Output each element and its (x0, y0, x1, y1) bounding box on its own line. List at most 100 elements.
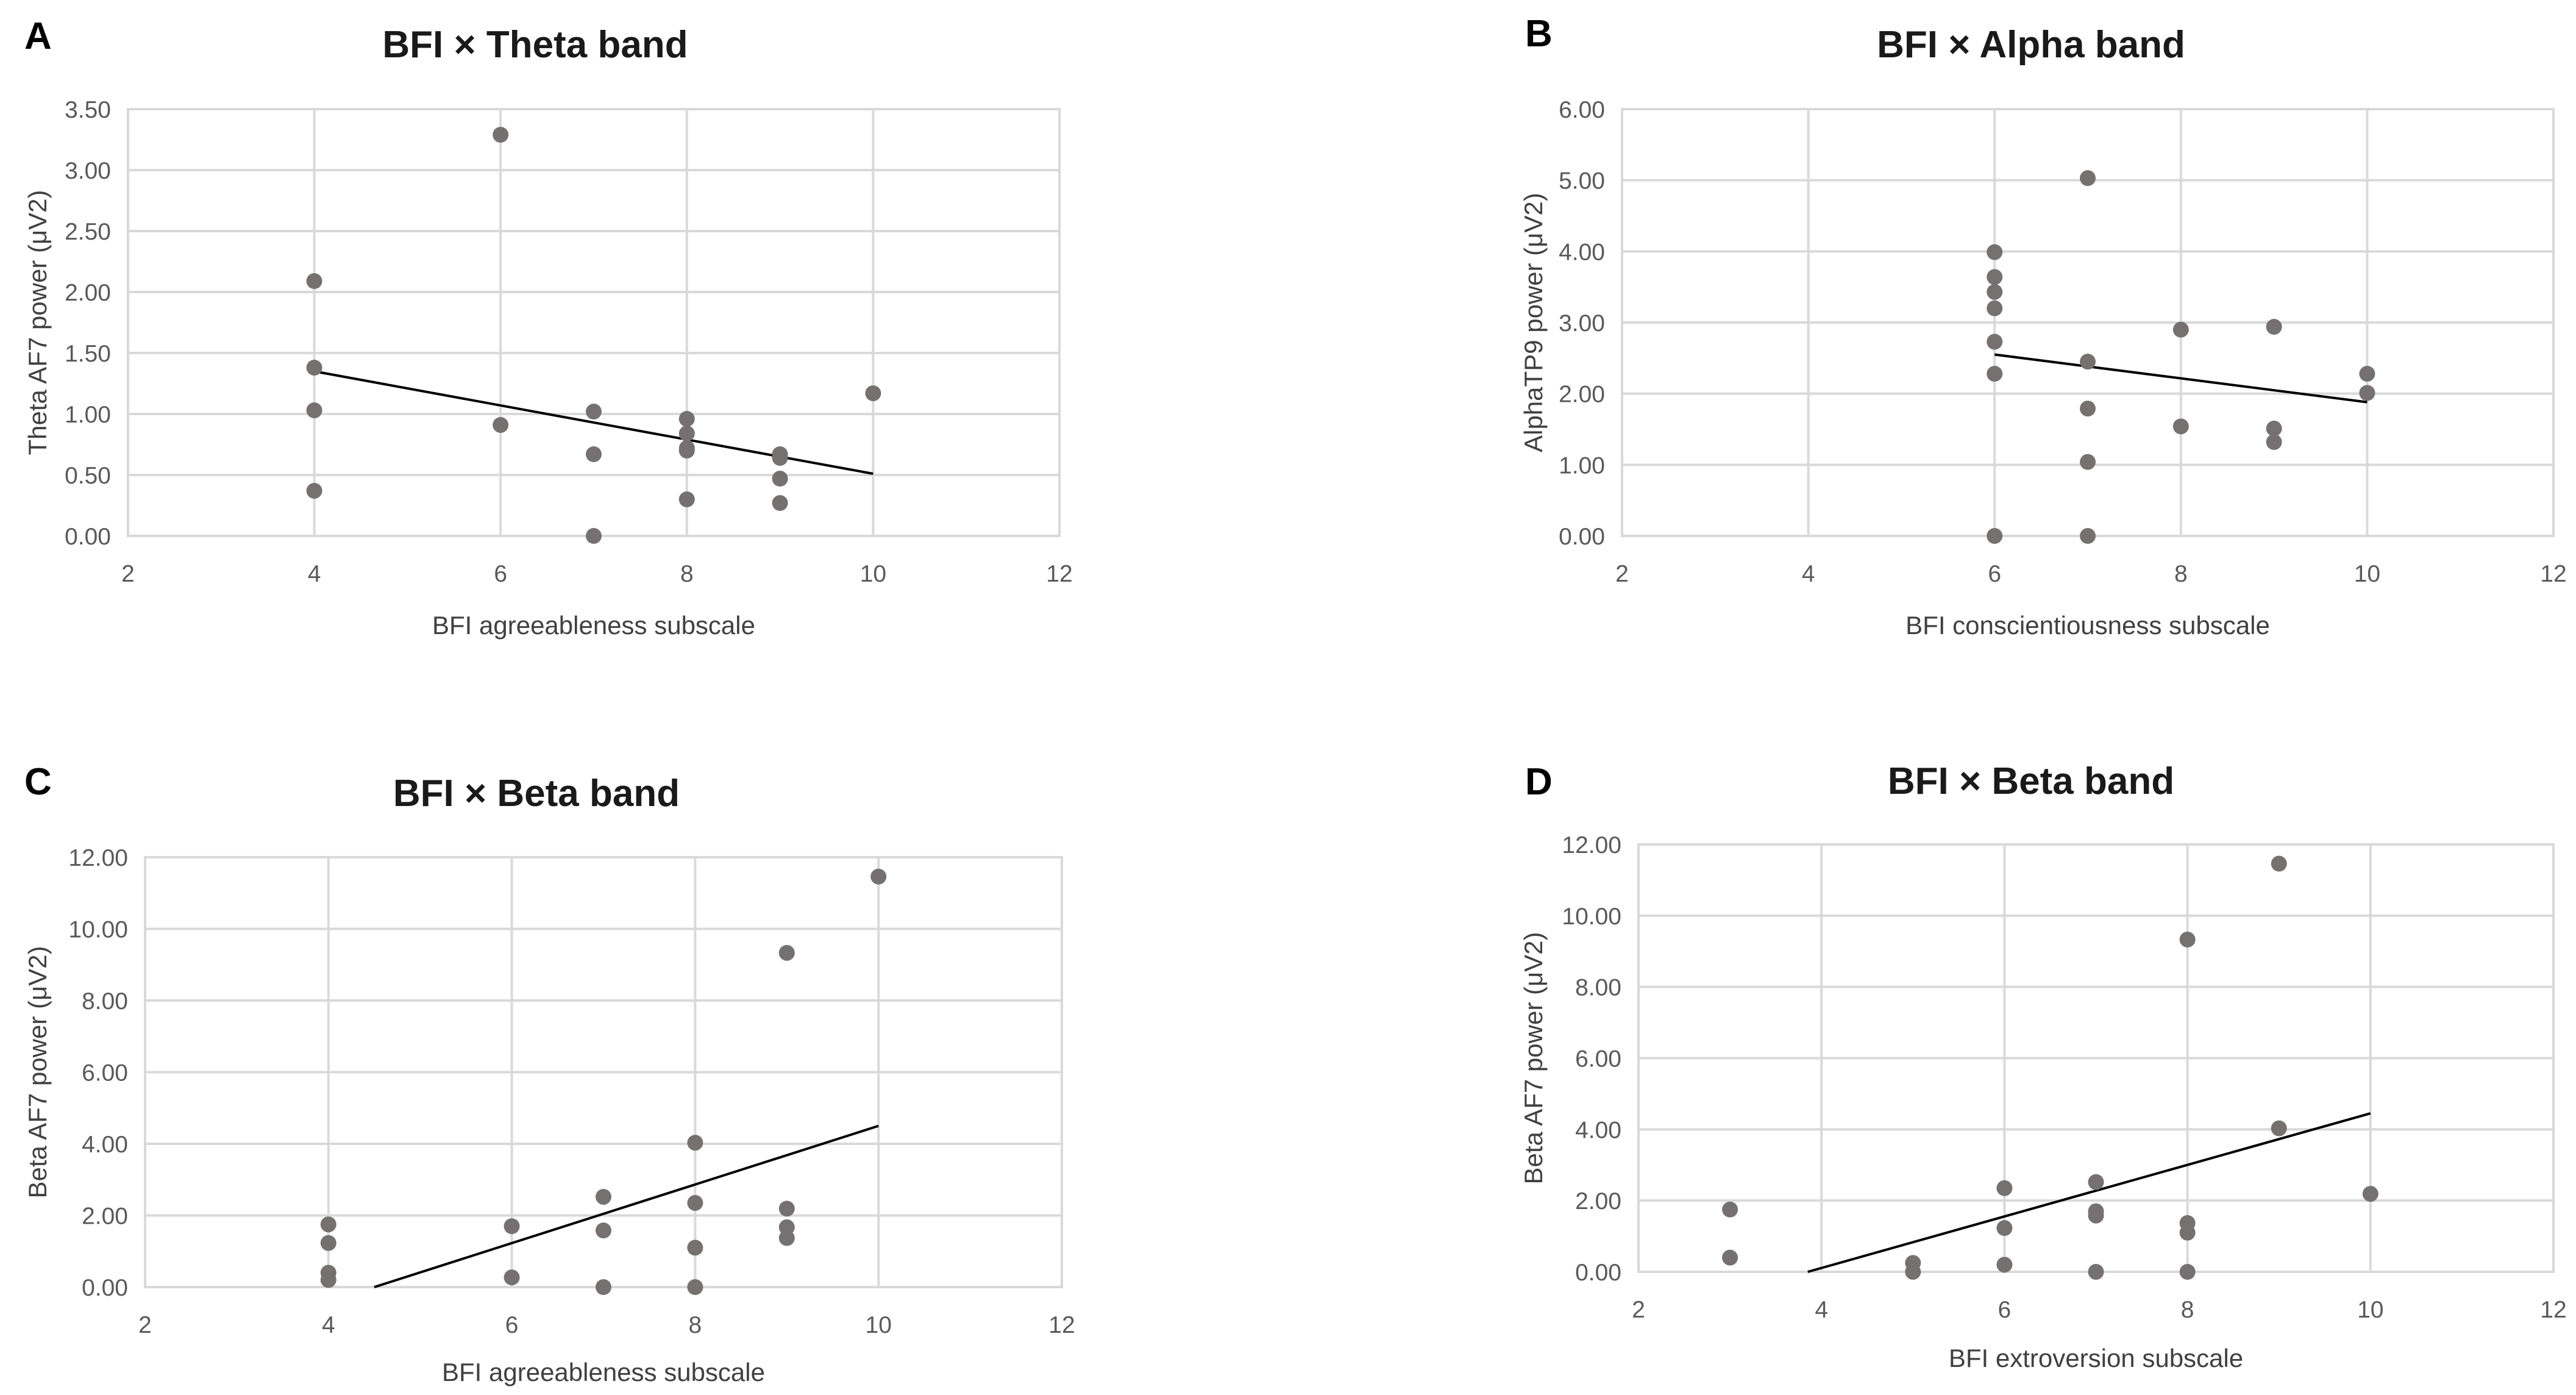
panel-a-data-point (678, 411, 695, 427)
panel-d: D BFI × Beta band 0.00 2.00 4.00 6.00 8.00 10.0… (1519, 760, 2567, 1372)
panel-b-data-point (2080, 454, 2096, 470)
panel-d-y-tick-label: 10.00 (1562, 904, 1621, 930)
panel-a-x-tick-label: 12 (1046, 561, 1072, 587)
panel-c-x-tick-label: 2 (138, 1312, 152, 1338)
panel-b-data-point (2080, 170, 2096, 187)
panel-c-data-point (596, 1222, 611, 1239)
panel-b-y-tick-label: 1.00 (1559, 452, 1605, 479)
panel-b-x-tick-label: 4 (1802, 561, 1815, 587)
panel-a-letter: A (24, 15, 52, 57)
panel-b-data-point (2080, 528, 2096, 544)
panel-b-data-point (1987, 528, 2003, 544)
panel-b-data-point (1987, 300, 2003, 316)
panel-b-y-tick-label: 3.00 (1559, 310, 1605, 337)
panel-a-data-point (586, 404, 602, 419)
panel-b-y-tick-label: 4.00 (1559, 239, 1605, 265)
panel-a-x-tick-label: 10 (860, 561, 886, 587)
panel-c-letter: C (24, 761, 52, 803)
panel-b-data-point (2266, 420, 2282, 437)
panel-c-data-point (870, 868, 887, 885)
panel-b-letter: B (1525, 13, 1553, 55)
panel-a-data-point (678, 491, 695, 507)
panel-d-x-tick-label: 10 (2357, 1297, 2383, 1323)
panel-c-data-point (687, 1279, 703, 1295)
panel-a-y-tick-label: 0.00 (65, 524, 111, 550)
panel-c-y-tick-label: 0.00 (82, 1275, 128, 1301)
panel-d-x-tick-label: 8 (2181, 1297, 2194, 1323)
panel-d-x-axis-title: BFI extroversion subscale (1949, 1344, 2243, 1372)
panel-a-y-tick-label: 2.50 (65, 219, 111, 245)
panel-b: B BFI × Alpha band 0.00 1.00 2.00 3.00 4.00 5.0… (1519, 13, 2567, 640)
panel-c-data-point (320, 1216, 336, 1233)
panel-d-data-point (1722, 1249, 1738, 1266)
panel-c-data-point (687, 1135, 703, 1151)
panel-b-x-axis-title: BFI conscientiousness subscale (1905, 611, 2270, 640)
panel-b-x-tick-label: 6 (1988, 561, 2001, 587)
panel-d-y-axis-title: Beta AF7 power (μV2) (1519, 932, 1548, 1184)
panel-d-x-tick-label: 4 (1815, 1297, 1828, 1323)
panel-c-data-point (778, 1201, 795, 1217)
panel-b-data-point (2080, 401, 2096, 417)
panel-d-data-point (2088, 1264, 2104, 1280)
panel-a-data-point (678, 440, 695, 456)
panel-c-x-tick-label: 12 (1048, 1312, 1075, 1338)
panel-c-title: BFI × Beta band (393, 772, 680, 815)
panel-a-y-tick-label: 3.00 (65, 158, 111, 184)
panel-c-y-tick-label: 2.00 (82, 1204, 128, 1230)
panel-a-y-tick-label: 1.50 (65, 341, 111, 367)
panel-b-data-point (2080, 354, 2096, 370)
panel-a-data-point (306, 483, 322, 499)
panel-c-x-axis-title: BFI agreeableness subscale (442, 1358, 765, 1386)
panel-b-data-point (2172, 418, 2189, 435)
panel-c-y-tick-label: 10.00 (68, 917, 128, 943)
panel-b-y-tick-label: 2.00 (1559, 382, 1605, 408)
panel-c-x-tick-label: 4 (322, 1312, 335, 1338)
panel-d-data-point (1722, 1201, 1738, 1218)
panel-d-data-point (2179, 1224, 2196, 1241)
panel-d-x-tick-label: 2 (1632, 1297, 1645, 1323)
panel-d-y-tick-label: 6.00 (1575, 1046, 1621, 1072)
panel-a-y-tick-label: 0.50 (65, 463, 111, 489)
panel-b-data-point (2172, 321, 2189, 338)
panel-d-y-tick-label: 12.00 (1562, 832, 1621, 858)
panel-c-y-tick-label: 12.00 (68, 845, 128, 871)
panel-a-x-tick-label: 2 (121, 561, 135, 587)
panel-c-trendline (374, 1124, 879, 1288)
panel-c-data-point (687, 1194, 703, 1211)
panel-a-data-point (772, 450, 788, 466)
panel-a-x-tick-label: 4 (308, 561, 321, 587)
panel-d-y-tick-label: 2.00 (1575, 1188, 1621, 1215)
panel-d-data-point (2088, 1174, 2104, 1190)
panel-d-data-point (2271, 1120, 2287, 1136)
panel-d-data-point (1996, 1257, 2013, 1273)
panel-b-x-tick-label: 12 (2540, 561, 2566, 587)
panel-a-data-point (586, 528, 602, 544)
panel-b-trendline (1994, 353, 2368, 404)
panel-b-data-point (1987, 334, 2003, 350)
panel-d-data-point (2088, 1207, 2104, 1224)
panel-c-data-point (778, 944, 795, 961)
panel-a-data-point (306, 360, 322, 376)
panel-d-y-tick-label: 8.00 (1575, 975, 1621, 1001)
panel-d-data-point (2179, 931, 2196, 947)
panel-d-y-tick-label: 4.00 (1575, 1117, 1621, 1143)
panel-c: C BFI × Beta band 0.00 2.00 4.00 6.00 8.00 10.0… (23, 761, 1075, 1386)
panel-d-x-tick-label: 12 (2540, 1297, 2566, 1323)
panel-b-data-point (1987, 244, 2003, 260)
panel-b-x-tick-label: 2 (1615, 561, 1629, 587)
panel-b-y-tick-label: 0.00 (1559, 524, 1605, 550)
panel-a: A BFI × Theta band 0.00 0.50 1.00 1.50 2.00 2.5… (23, 15, 1073, 640)
panel-d-data-point (2362, 1186, 2379, 1202)
panel-a-x-axis-title: BFI agreeableness subscale (432, 611, 755, 640)
panel-c-data-point (503, 1218, 520, 1235)
panel-c-x-tick-label: 8 (689, 1312, 702, 1338)
panel-a-data-point (306, 273, 322, 289)
panel-d-data-point (1905, 1264, 1921, 1280)
panel-b-data-point (1987, 284, 2003, 300)
panel-d-letter: D (1525, 761, 1553, 803)
panel-c-data-point (596, 1279, 611, 1295)
panel-a-data-point (306, 402, 322, 418)
panel-c-data-point (320, 1272, 336, 1288)
panel-c-data-point (687, 1240, 703, 1256)
